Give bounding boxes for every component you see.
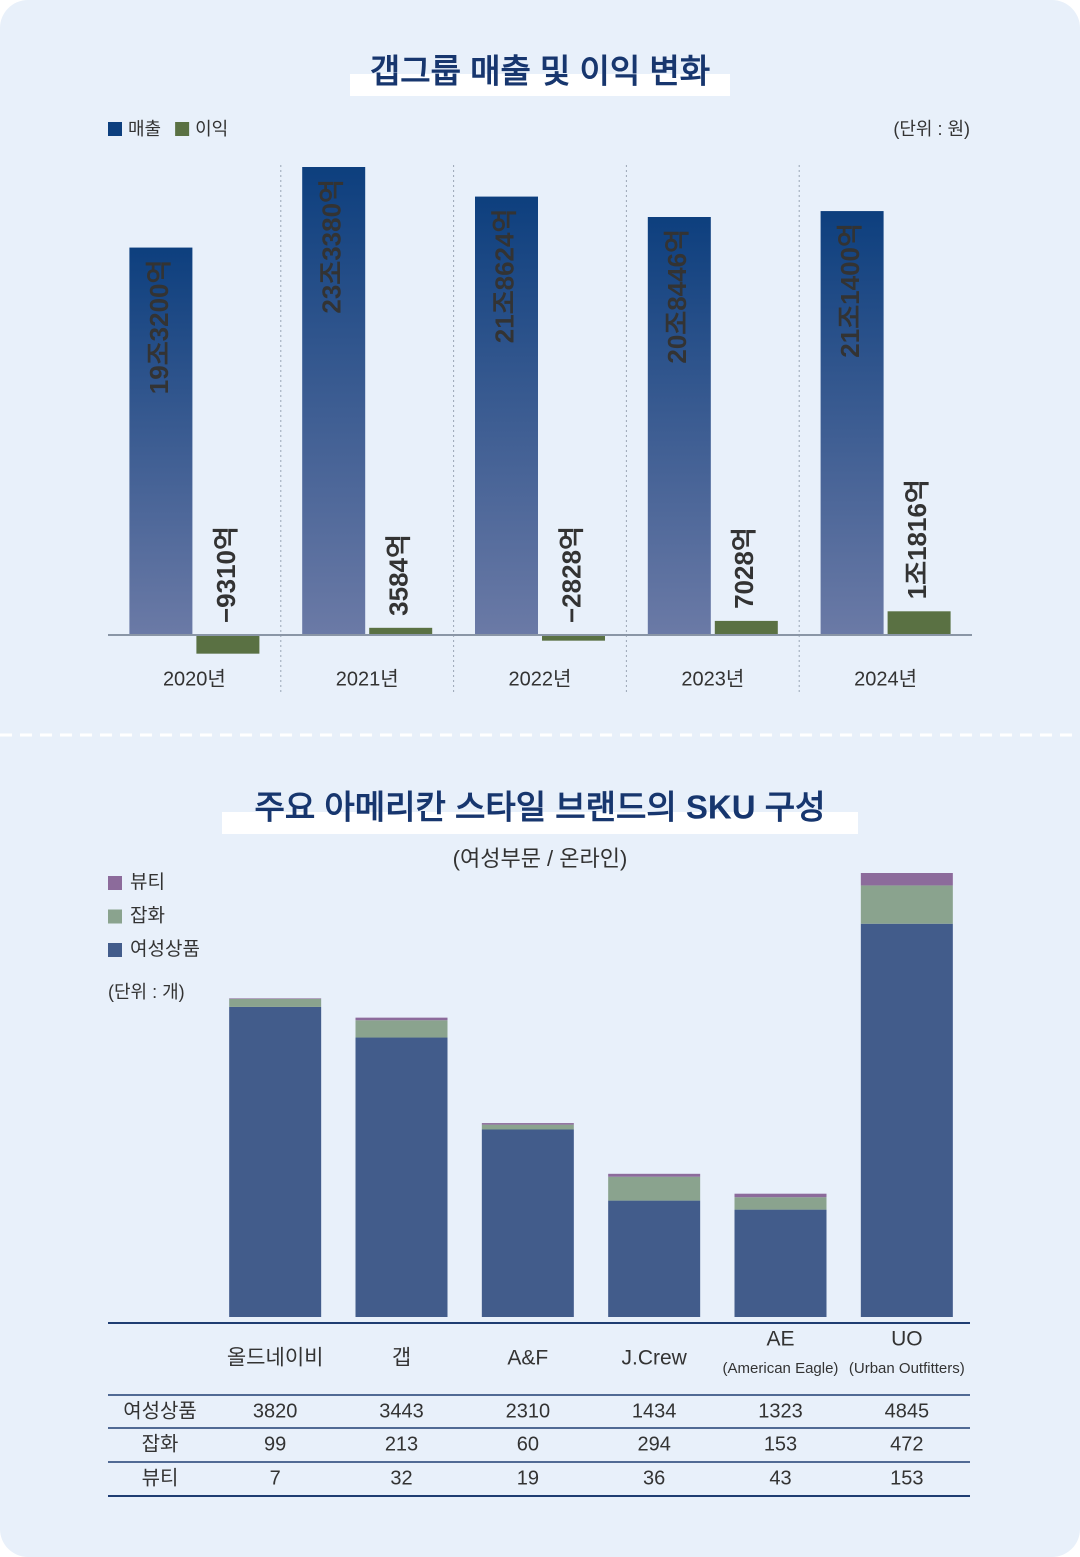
title-highlight (222, 812, 858, 834)
value-label: 7028억 (729, 527, 759, 609)
bar-segment (481, 1123, 574, 1125)
legend-label: 매출 (128, 119, 161, 139)
legend-label: 뷰티 (130, 871, 165, 893)
bar-segment (734, 1197, 827, 1210)
table-cell: 4845 (885, 1400, 930, 1422)
table-cell: 213 (385, 1433, 418, 1455)
bar (820, 211, 884, 635)
value-label: 20조8446억 (662, 229, 692, 364)
category-label: A&F (507, 1347, 548, 1370)
chart-title: 갭그룹 매출 및 이익 변화 (370, 53, 710, 90)
legend-label: 이익 (195, 119, 228, 139)
bar-segment (481, 1129, 574, 1317)
table-cell: 32 (390, 1467, 412, 1489)
unit-label: (단위 : 개) (108, 982, 185, 1002)
value-label: 1조1816억 (902, 479, 932, 599)
table-cell: 153 (890, 1467, 923, 1489)
subtitle: (여성부문 / 온라인) (453, 846, 628, 871)
table-cell: 1323 (758, 1400, 803, 1422)
value-label: 21조8624억 (489, 209, 519, 344)
bar-segment (355, 1037, 448, 1317)
value-label: 3584억 (384, 534, 414, 616)
bar-segment (860, 923, 953, 1317)
bar (129, 247, 193, 635)
table-cell: 2310 (506, 1400, 551, 1422)
category-label: UO (891, 1328, 923, 1351)
table-cell: 36 (643, 1467, 665, 1489)
legend-swatch (175, 122, 190, 136)
category-note: (American Eagle) (723, 1360, 839, 1377)
legend-swatch (108, 909, 122, 924)
bar (475, 196, 538, 636)
value-label: 19조3200억 (144, 260, 174, 395)
bar-segment (481, 1124, 574, 1130)
table-cell: 153 (764, 1433, 797, 1455)
bar-segment (860, 873, 953, 886)
category-label: AE (766, 1328, 794, 1351)
bar (196, 635, 260, 654)
table-cell: 472 (890, 1433, 923, 1455)
x-tick-label: 2024년 (854, 667, 917, 690)
bar (369, 627, 433, 635)
category-label: 올드네이비 (227, 1347, 324, 1370)
table-cell: 3820 (253, 1400, 298, 1422)
legend-label: 여성상품 (130, 938, 200, 960)
bar-segment (229, 998, 322, 1007)
bar-segment (860, 885, 953, 924)
legend-swatch (108, 943, 122, 957)
table-cell: 99 (264, 1433, 286, 1455)
bar-segment (608, 1200, 701, 1317)
value-label: 23조3380억 (317, 179, 347, 314)
table-cell: 60 (517, 1433, 539, 1455)
value-label: −9310억 (211, 526, 241, 623)
legend-swatch (108, 876, 122, 890)
row-header: 여성상품 (123, 1399, 197, 1422)
table-cell: 43 (769, 1467, 791, 1489)
x-tick-label: 2023년 (681, 667, 744, 690)
bar-segment (608, 1176, 701, 1201)
bar (542, 635, 605, 641)
bar (647, 217, 711, 635)
bar-segment (355, 1017, 448, 1021)
value-label: 21조1400억 (835, 223, 865, 358)
row-header: 뷰티 (142, 1466, 179, 1489)
value-label: −2828억 (556, 526, 586, 623)
bar (714, 620, 778, 635)
x-tick-label: 2020년 (163, 667, 226, 690)
x-tick-label: 2021년 (336, 667, 399, 690)
row-header: 잡화 (142, 1432, 179, 1455)
category-label: J.Crew (621, 1347, 687, 1370)
bar (887, 611, 951, 635)
unit-label: (단위 : 원) (893, 119, 970, 139)
bar-segment (229, 998, 322, 999)
bar-segment (355, 1020, 448, 1038)
x-tick-label: 2022년 (509, 667, 572, 690)
bar-segment (608, 1173, 701, 1177)
table-cell: 294 (637, 1433, 670, 1455)
title-highlight (350, 74, 730, 96)
table-cell: 1434 (632, 1400, 677, 1422)
bar-segment (734, 1209, 827, 1317)
table-cell: 19 (517, 1467, 539, 1489)
table-cell: 7 (270, 1467, 281, 1489)
bar-segment (734, 1193, 827, 1198)
legend-label: 잡화 (130, 905, 165, 927)
category-label: 갭 (392, 1347, 411, 1370)
category-note: (Urban Outfitters) (849, 1360, 965, 1377)
legend-swatch (108, 122, 122, 136)
table-cell: 3443 (379, 1400, 424, 1422)
bar-segment (229, 1006, 322, 1317)
bar (302, 167, 366, 635)
chart-title: 주요 아메리칸 스타일 브랜드의 SKU 구성 (255, 789, 826, 826)
